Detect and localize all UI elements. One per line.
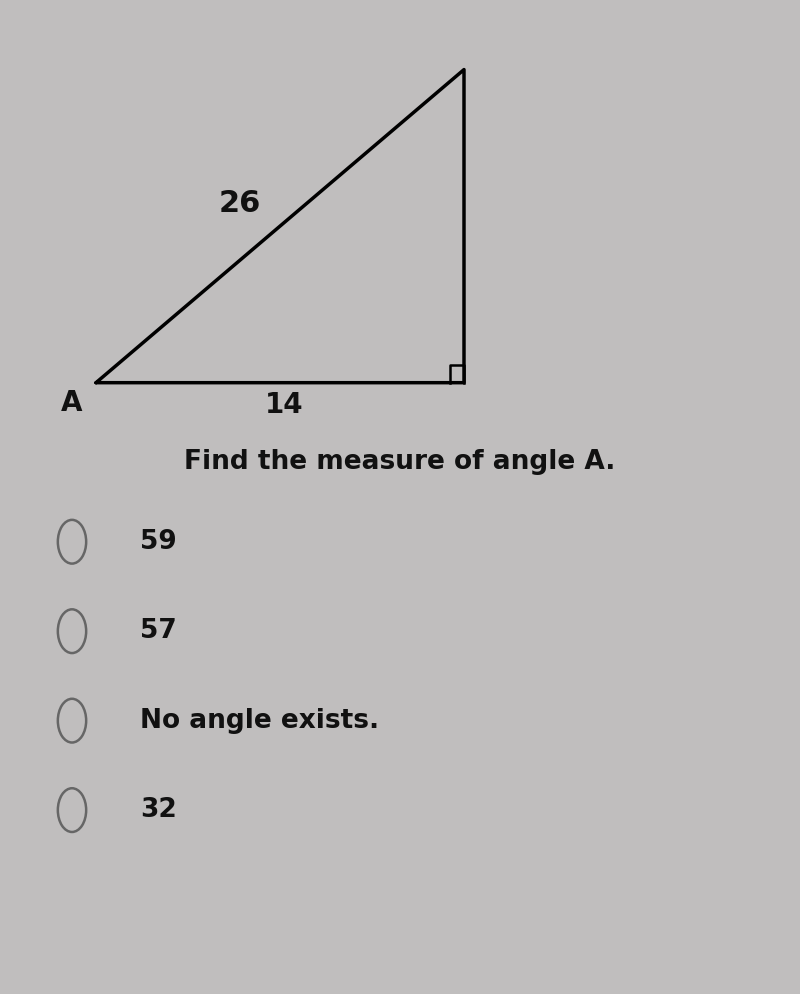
Text: Find the measure of angle A.: Find the measure of angle A. xyxy=(184,449,616,475)
Text: No angle exists.: No angle exists. xyxy=(140,708,379,734)
Text: A: A xyxy=(62,389,82,416)
Text: 26: 26 xyxy=(219,189,261,219)
Text: 57: 57 xyxy=(140,618,177,644)
Text: 59: 59 xyxy=(140,529,177,555)
Text: 32: 32 xyxy=(140,797,177,823)
Text: 14: 14 xyxy=(265,391,303,418)
